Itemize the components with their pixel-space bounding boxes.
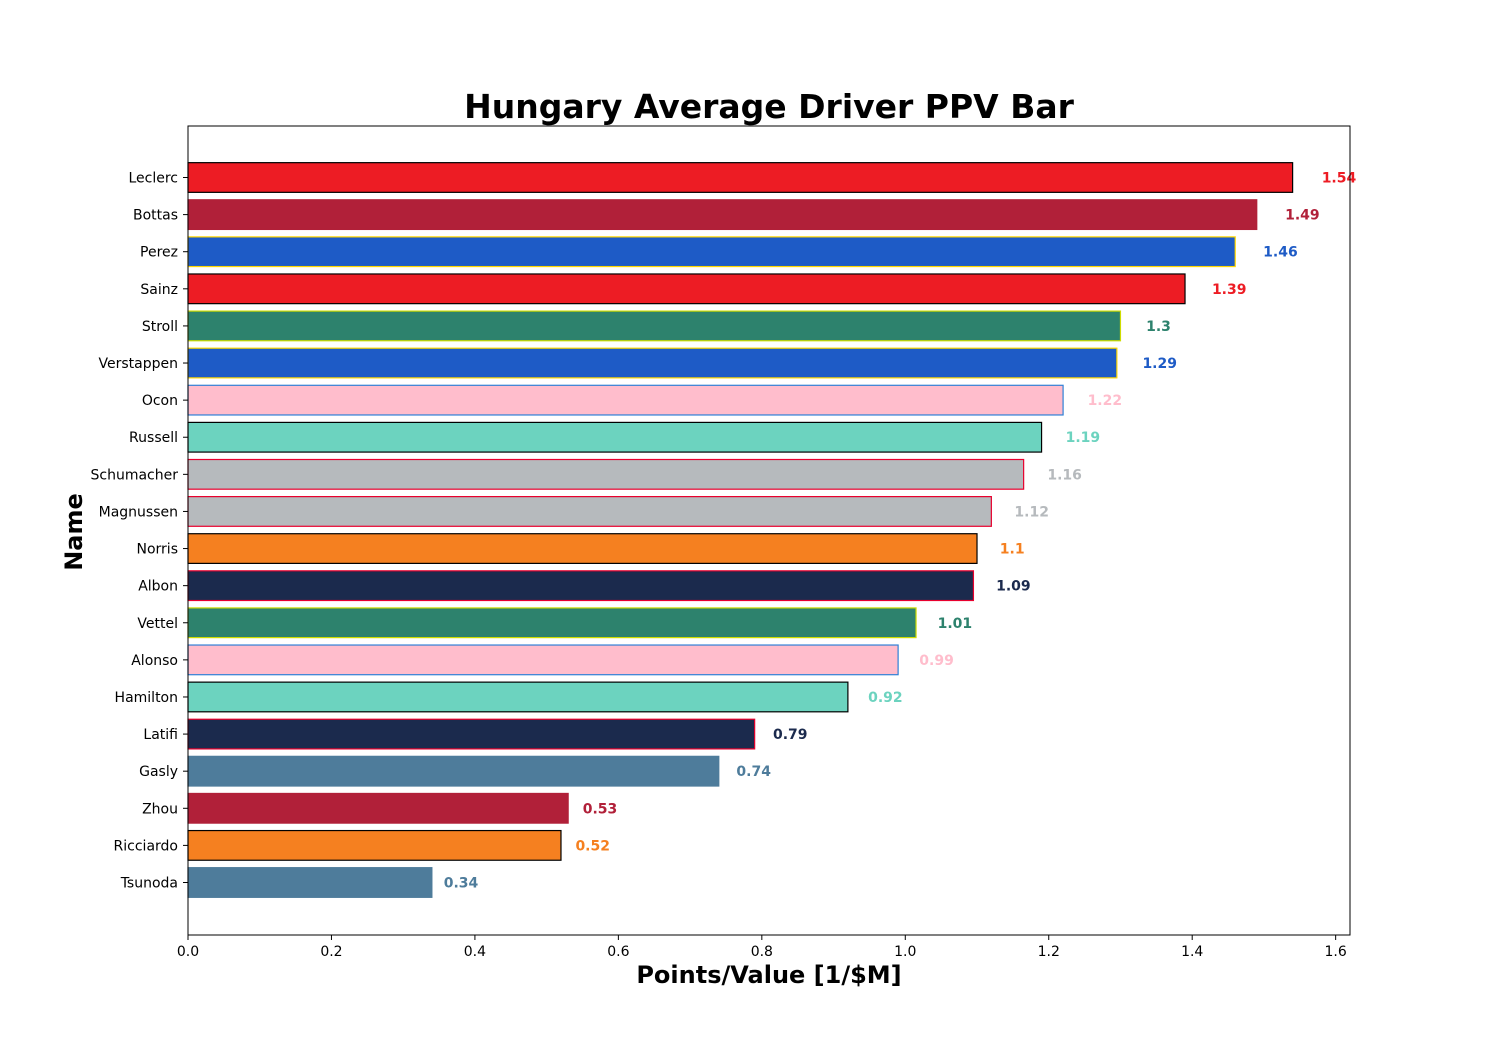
y-tick-label-russell: Russell xyxy=(129,430,178,446)
value-label-ocon: 1.22 xyxy=(1088,393,1123,409)
chart-title: Hungary Average Driver PPV Bar xyxy=(464,87,1075,126)
y-tick-label-sainz: Sainz xyxy=(140,282,178,298)
bars-layer xyxy=(187,162,1294,898)
bar-sainz xyxy=(187,273,1186,305)
bar-tsunoda xyxy=(187,867,433,898)
value-label-perez: 1.46 xyxy=(1263,245,1298,261)
y-tick-label-vettel: Vettel xyxy=(137,616,178,632)
x-tick-label: 1.0 xyxy=(894,944,916,960)
bar-magnussen xyxy=(187,496,992,527)
bar-russell xyxy=(187,421,1043,453)
bar-norris xyxy=(187,533,978,564)
y-tick-label-gasly: Gasly xyxy=(139,764,178,780)
bar-albon xyxy=(187,570,975,602)
value-label-gasly: 0.74 xyxy=(736,764,771,780)
plot-frame xyxy=(187,125,1351,936)
y-tick-label-schumacher: Schumacher xyxy=(91,467,179,483)
bar-ocon xyxy=(187,384,1064,416)
x-tick-label: 0.0 xyxy=(177,944,199,960)
value-label-hamilton: 0.92 xyxy=(868,690,903,706)
y-tick-label-bottas: Bottas xyxy=(133,208,178,224)
y-tick-label-albon: Albon xyxy=(138,579,178,595)
bar-stroll xyxy=(187,310,1122,342)
value-label-stroll: 1.3 xyxy=(1146,319,1171,335)
x-tick-label: 1.6 xyxy=(1325,944,1347,960)
y-tick-label-hamilton: Hamilton xyxy=(115,690,178,706)
y-tick-label-ricciardo: Ricciardo xyxy=(114,838,178,854)
bar-gasly xyxy=(187,755,720,787)
bar-latifi xyxy=(187,718,756,750)
x-tick-label: 1.2 xyxy=(1038,944,1060,960)
y-tick-label-zhou: Zhou xyxy=(142,801,178,817)
value-label-albon: 1.09 xyxy=(996,579,1031,595)
y-tick-label-verstappen: Verstappen xyxy=(99,356,178,372)
y-tick-labels: Leclerc Bottas Perez Sainz Stroll Verstappen O… xyxy=(91,171,188,892)
bar-alonso xyxy=(187,644,899,676)
value-label-norris: 1.1 xyxy=(1000,542,1025,558)
x-tick-label: 0.6 xyxy=(607,944,629,960)
x-tick-label: 0.8 xyxy=(751,944,773,960)
bar-hamilton xyxy=(187,681,849,713)
value-label-bottas: 1.49 xyxy=(1285,208,1320,224)
y-tick-label-alonso: Alonso xyxy=(131,653,178,669)
value-label-schumacher: 1.16 xyxy=(1047,467,1082,483)
x-tick-label: 1.4 xyxy=(1181,944,1203,960)
y-tick-label-leclerc: Leclerc xyxy=(128,171,178,187)
y-tick-label-ocon: Ocon xyxy=(142,393,178,409)
y-tick-label-perez: Perez xyxy=(140,245,178,261)
x-tick-label: 0.2 xyxy=(320,944,342,960)
y-tick-label-latifi: Latifi xyxy=(143,727,178,743)
value-label-ricciardo: 0.52 xyxy=(575,838,610,854)
bar-vettel xyxy=(187,607,917,639)
value-label-latifi: 0.79 xyxy=(773,727,808,743)
bar-zhou xyxy=(187,792,569,824)
y-tick-label-norris: Norris xyxy=(137,542,179,558)
y-tick-label-stroll: Stroll xyxy=(142,319,178,335)
value-label-tsunoda: 0.34 xyxy=(444,876,479,892)
value-label-alonso: 0.99 xyxy=(919,653,954,669)
x-axis-title: Points/Value [1/$M] xyxy=(636,961,901,989)
value-label-russell: 1.19 xyxy=(1066,430,1101,446)
value-label-verstappen: 1.29 xyxy=(1142,356,1177,372)
value-label-leclerc: 1.54 xyxy=(1322,171,1357,187)
x-axis-ticks: 0.0 0.2 0.4 0.6 0.8 1.0 1.2 1.4 1.6 xyxy=(177,935,1347,960)
value-label-sainz: 1.39 xyxy=(1212,282,1247,298)
bar-verstappen xyxy=(187,347,1118,379)
x-tick-label: 0.4 xyxy=(464,944,486,960)
y-axis-title: Name xyxy=(60,493,88,571)
value-label-zhou: 0.53 xyxy=(583,801,618,817)
bar-schumacher xyxy=(187,458,1025,490)
bar-ricciardo xyxy=(187,829,562,861)
bar-leclerc xyxy=(187,162,1294,193)
value-label-magnussen: 1.12 xyxy=(1014,504,1049,520)
y-tick-label-tsunoda: Tsunoda xyxy=(120,876,178,892)
bar-perez xyxy=(187,236,1236,268)
y-tick-label-magnussen: Magnussen xyxy=(99,504,178,520)
value-labels: 1.54 1.49 1.46 1.39 1.3 1.29 1.22 1.19 1.16 1.12 1… xyxy=(444,171,1357,892)
bar-bottas xyxy=(187,199,1258,231)
value-label-vettel: 1.01 xyxy=(938,616,973,632)
